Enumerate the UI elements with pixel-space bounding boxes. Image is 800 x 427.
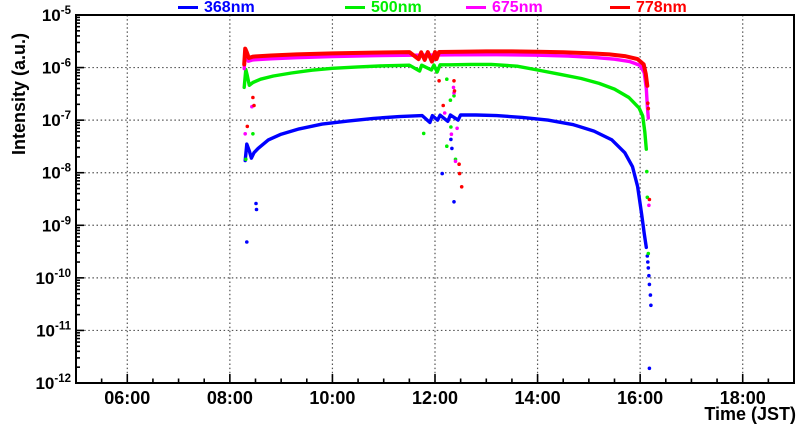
svg-text:10-6: 10-6 — [42, 58, 71, 78]
legend-item-675nm: 675nm — [466, 0, 543, 16]
series-curve-675nm — [242, 49, 650, 120]
x-axis-title: Time (JST) — [704, 404, 796, 424]
legend-label: 368nm — [204, 0, 255, 16]
svg-text:10-5: 10-5 — [42, 5, 72, 25]
y-tick-labels: 10-5 10-6 10-7 10-8 10-9 10-10 10-11 10-12 — [35, 5, 71, 393]
svg-text:10-10: 10-10 — [35, 268, 71, 288]
legend-item-778nm: 778nm — [610, 0, 687, 16]
x-tick-labels: 06:00 08:00 10:00 12:00 14:00 16:00 18:00 — [104, 388, 765, 408]
svg-text:12:00: 12:00 — [412, 388, 458, 408]
svg-text:08:00: 08:00 — [207, 388, 253, 408]
legend-color-dash-icon — [466, 6, 486, 9]
svg-text:18:00: 18:00 — [720, 388, 766, 408]
legend-label: 500nm — [371, 0, 422, 16]
svg-text:10-11: 10-11 — [36, 320, 72, 340]
svg-text:10-9: 10-9 — [42, 215, 71, 235]
svg-text:10-8: 10-8 — [42, 163, 72, 183]
legend-item-368nm: 368nm — [178, 0, 255, 16]
legend-label: 778nm — [636, 0, 687, 16]
legend-color-dash-icon — [178, 6, 198, 9]
axis-ticks — [76, 14, 770, 384]
svg-text:10:00: 10:00 — [309, 388, 355, 408]
legend-color-dash-icon — [345, 6, 365, 9]
svg-text:06:00: 06:00 — [104, 388, 150, 408]
svg-text:10-7: 10-7 — [42, 110, 71, 130]
series-outliers-778nm — [245, 79, 652, 202]
series-curve-368nm — [243, 113, 648, 250]
legend-item-500nm: 500nm — [345, 0, 422, 16]
gridlines — [76, 15, 794, 383]
svg-text:16:00: 16:00 — [617, 388, 663, 408]
chart-legend: 368nm 500nm 675nm 778nm — [0, 0, 800, 16]
legend-color-dash-icon — [610, 6, 630, 9]
series-outliers-368nm — [245, 137, 653, 371]
series-outliers-500nm — [244, 77, 651, 256]
series-group — [242, 46, 653, 371]
series-curve-778nm — [242, 46, 650, 88]
legend-label: 675nm — [492, 0, 543, 16]
svg-text:10-12: 10-12 — [35, 373, 71, 393]
svg-text:14:00: 14:00 — [515, 388, 561, 408]
series-curve-500nm — [242, 62, 648, 151]
